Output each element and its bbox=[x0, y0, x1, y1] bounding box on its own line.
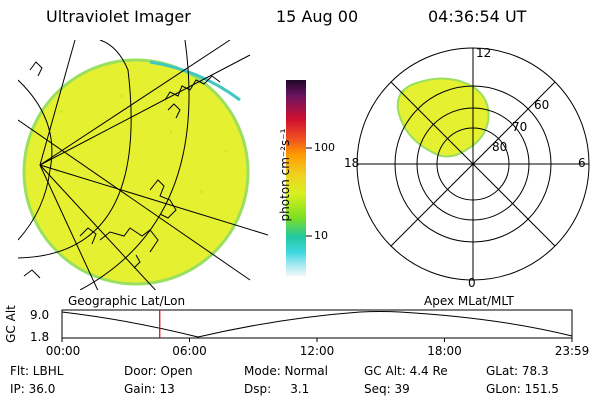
disk-limb bbox=[22, 58, 250, 286]
colorbar-label-100: 100 bbox=[314, 141, 335, 154]
aurora-edge bbox=[149, 60, 241, 102]
aurora-disk bbox=[24, 60, 248, 284]
mlt-label-18: 18 bbox=[344, 156, 360, 170]
info-door: Door: Open bbox=[124, 364, 193, 378]
timeline-tick-label: 00:00 bbox=[45, 344, 81, 358]
info-mode: Mode: Normal bbox=[244, 364, 328, 378]
lat-lon-grid bbox=[18, 40, 268, 290]
polar-grid bbox=[356, 47, 590, 281]
mlat-label-80: 80 bbox=[492, 140, 508, 154]
info-ip: IP: 36.0 bbox=[10, 382, 56, 396]
mlt-label-6: 6 bbox=[578, 156, 586, 170]
time-label: 04:36:54 UT bbox=[428, 7, 527, 26]
mlat-label-70: 70 bbox=[512, 120, 528, 134]
altitude-curve bbox=[61, 311, 573, 338]
instrument-title: Ultraviolet Imager bbox=[46, 7, 191, 26]
timeline-x-ticks bbox=[61, 338, 573, 342]
apex-mlat-mlt-label: Apex MLat/MLT bbox=[424, 294, 514, 308]
geographic-latlon-label: Geographic Lat/Lon bbox=[68, 294, 186, 308]
mlt-label-0: 0 bbox=[468, 276, 476, 290]
info-gain: Gain: 13 bbox=[124, 382, 175, 396]
timeline-ymax-label: 9.0 bbox=[30, 308, 50, 322]
timeline-ymin-label: 1.8 bbox=[30, 330, 50, 344]
timeline-tick-label: 23:59 bbox=[554, 344, 590, 358]
timeline-tick-label: 06:00 bbox=[172, 344, 207, 358]
timeline-tick-label: 18:00 bbox=[427, 344, 462, 358]
mlt-label-12: 12 bbox=[476, 46, 492, 60]
info-seq: Seq: 39 bbox=[364, 382, 410, 396]
info-glat: GLat: 78.3 bbox=[486, 364, 549, 378]
info-glon: GLon: 151.5 bbox=[486, 382, 559, 396]
mlat-label-60: 60 bbox=[534, 98, 550, 112]
auroral-oval bbox=[396, 77, 490, 158]
info-filter: Flt: LBHL bbox=[10, 364, 64, 378]
timeline-tick-label: 12:00 bbox=[299, 344, 335, 358]
colorbar-label-10: 10 bbox=[314, 229, 328, 242]
coastlines bbox=[23, 61, 221, 279]
date-label: 15 Aug 00 bbox=[276, 7, 359, 26]
image-noise bbox=[55, 95, 227, 252]
info-gc-alt: GC Alt: 4.4 Re bbox=[364, 364, 448, 378]
colorbar-gradient bbox=[286, 80, 306, 276]
info-dsp: Dsp: 3.1 bbox=[244, 382, 310, 396]
